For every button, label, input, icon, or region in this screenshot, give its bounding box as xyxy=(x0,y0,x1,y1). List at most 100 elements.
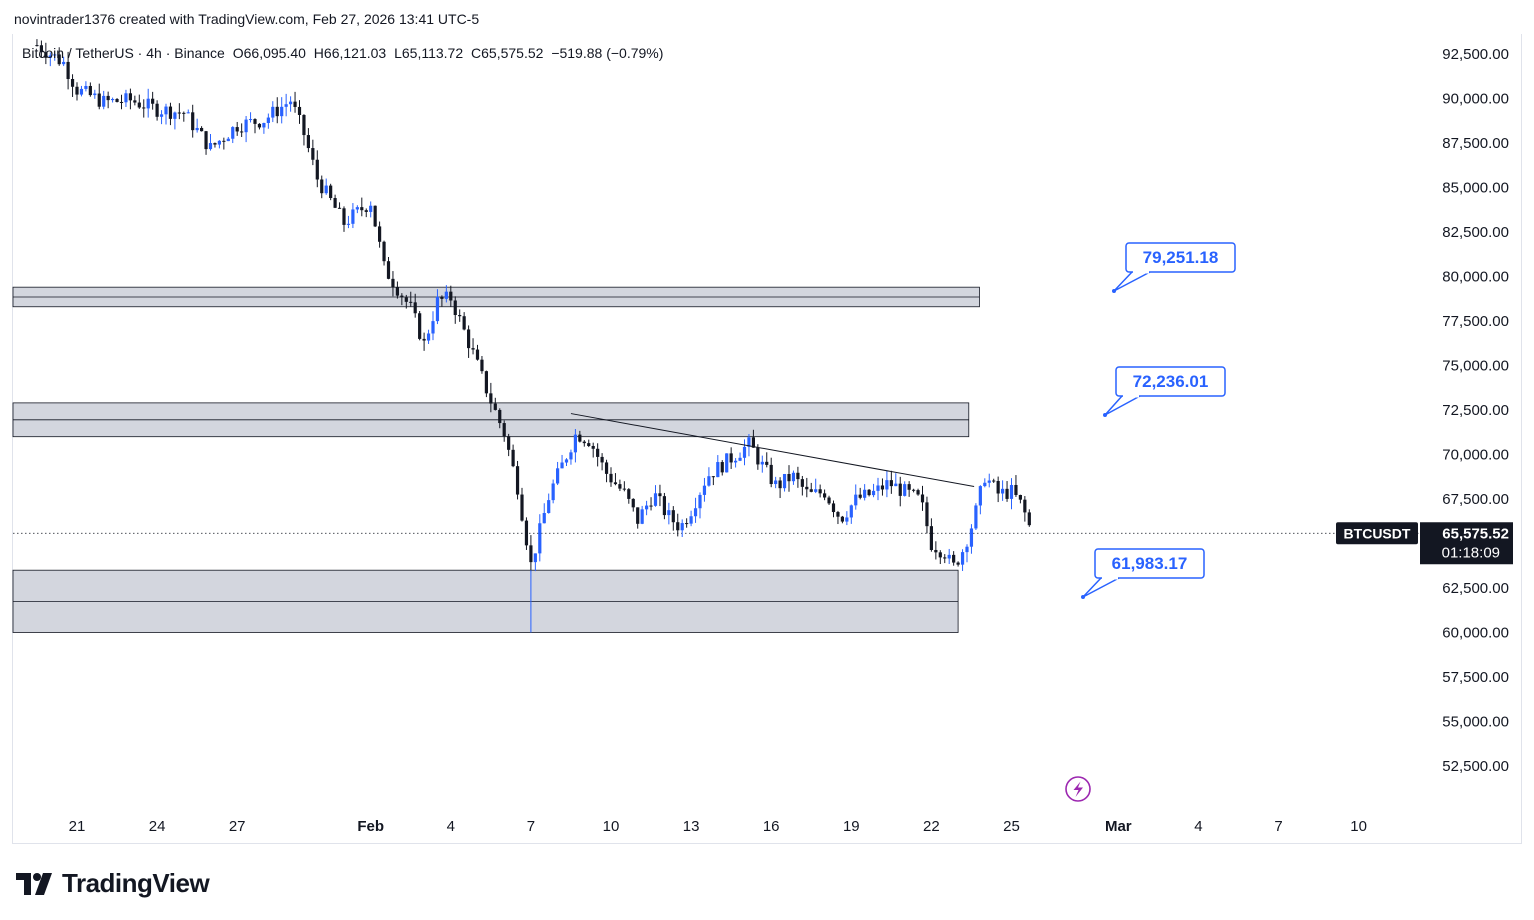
price-callout-3[interactable]: 61,983.17 xyxy=(1081,548,1205,599)
x-tick-label: 25 xyxy=(1003,818,1020,835)
candle xyxy=(1014,475,1018,497)
candle xyxy=(378,221,382,248)
candle xyxy=(774,476,778,489)
y-tick-label: 72,500.00 xyxy=(1442,402,1509,419)
candle xyxy=(702,477,707,502)
candle xyxy=(996,476,1000,503)
candle xyxy=(765,452,769,468)
ohlc-open: O66,095.40 xyxy=(232,45,306,61)
candle xyxy=(849,504,853,524)
candle xyxy=(226,136,230,142)
candle xyxy=(925,496,929,534)
candle xyxy=(716,455,720,478)
candle xyxy=(507,433,511,457)
symbol-title[interactable]: Bitcoin / TetherUS · 4h · Binance xyxy=(22,45,225,61)
price-callout-1[interactable]: 79,251.18 xyxy=(1112,242,1236,293)
candle xyxy=(62,56,66,67)
symbol-price-badge[interactable]: BTCUSDT xyxy=(1336,522,1418,545)
candle xyxy=(168,102,173,126)
candle xyxy=(248,112,253,123)
candle xyxy=(306,128,310,153)
y-tick-label: 57,500.00 xyxy=(1442,669,1509,686)
x-tick-label: Mar xyxy=(1105,818,1132,835)
y-tick-label: 55,000.00 xyxy=(1442,714,1509,731)
candle xyxy=(364,208,368,218)
candle xyxy=(115,98,119,103)
candle xyxy=(831,500,836,518)
candle xyxy=(266,113,270,129)
candle xyxy=(213,142,217,148)
candle xyxy=(920,485,925,511)
candle xyxy=(894,473,898,487)
y-tick-label: 87,500.00 xyxy=(1442,135,1509,152)
candle xyxy=(480,355,484,374)
candle xyxy=(106,91,110,109)
candle xyxy=(146,88,150,118)
price-callout-2[interactable]: 72,236.01 xyxy=(1103,366,1226,417)
lightning-icon[interactable] xyxy=(1065,776,1091,802)
candle xyxy=(987,473,991,488)
x-tick-label: 13 xyxy=(683,818,700,835)
candle xyxy=(39,40,43,58)
candle xyxy=(1018,494,1022,504)
last-price-badge: 65,575.52 01:18:09 xyxy=(1420,522,1513,565)
candle xyxy=(582,440,586,447)
candle xyxy=(400,293,404,306)
candle xyxy=(426,329,431,344)
candle xyxy=(680,519,684,538)
candle xyxy=(133,95,137,106)
candle xyxy=(311,139,315,166)
candle xyxy=(360,197,364,217)
candle xyxy=(823,489,827,501)
candle xyxy=(529,535,533,572)
candle xyxy=(515,460,520,500)
candle xyxy=(645,500,649,516)
tradingview-logo-icon xyxy=(16,872,52,895)
y-tick-label: 52,500.00 xyxy=(1442,758,1509,775)
candle xyxy=(1023,496,1027,522)
candle xyxy=(791,470,796,485)
candle xyxy=(155,100,159,121)
candle xyxy=(938,550,942,565)
candle xyxy=(596,443,600,467)
candlestick-series xyxy=(35,39,1031,633)
candle xyxy=(493,397,497,411)
candle xyxy=(329,183,333,201)
candle xyxy=(48,52,52,67)
candle xyxy=(75,82,79,101)
candle xyxy=(613,473,618,486)
descending-trendline[interactable] xyxy=(570,413,975,488)
trendline-layer xyxy=(570,413,975,488)
candle xyxy=(382,240,386,266)
candle xyxy=(618,479,622,492)
candle xyxy=(204,130,208,155)
tradingview-wordmark: TradingView xyxy=(62,868,210,898)
candle xyxy=(734,458,738,468)
candle xyxy=(88,82,92,97)
candle xyxy=(395,281,399,299)
candle xyxy=(53,53,57,61)
candle xyxy=(711,476,715,486)
y-tick-label: 77,500.00 xyxy=(1442,313,1509,330)
candle xyxy=(867,489,871,497)
candle xyxy=(947,548,951,564)
candle xyxy=(556,461,560,486)
x-tick-label: 10 xyxy=(1350,818,1367,835)
candle xyxy=(538,514,542,562)
candle xyxy=(280,97,284,124)
x-tick-label: 4 xyxy=(447,818,455,835)
candle xyxy=(796,466,800,488)
candle xyxy=(453,296,457,324)
tradingview-logo[interactable]: TradingView xyxy=(16,868,210,899)
candle xyxy=(404,294,408,309)
candle xyxy=(244,115,248,143)
candle xyxy=(489,382,493,413)
candle xyxy=(458,309,462,322)
candle xyxy=(1001,480,1005,501)
candle xyxy=(235,121,239,136)
candle xyxy=(671,506,675,531)
candle xyxy=(916,488,920,496)
candle xyxy=(965,544,969,563)
candle xyxy=(693,497,698,523)
